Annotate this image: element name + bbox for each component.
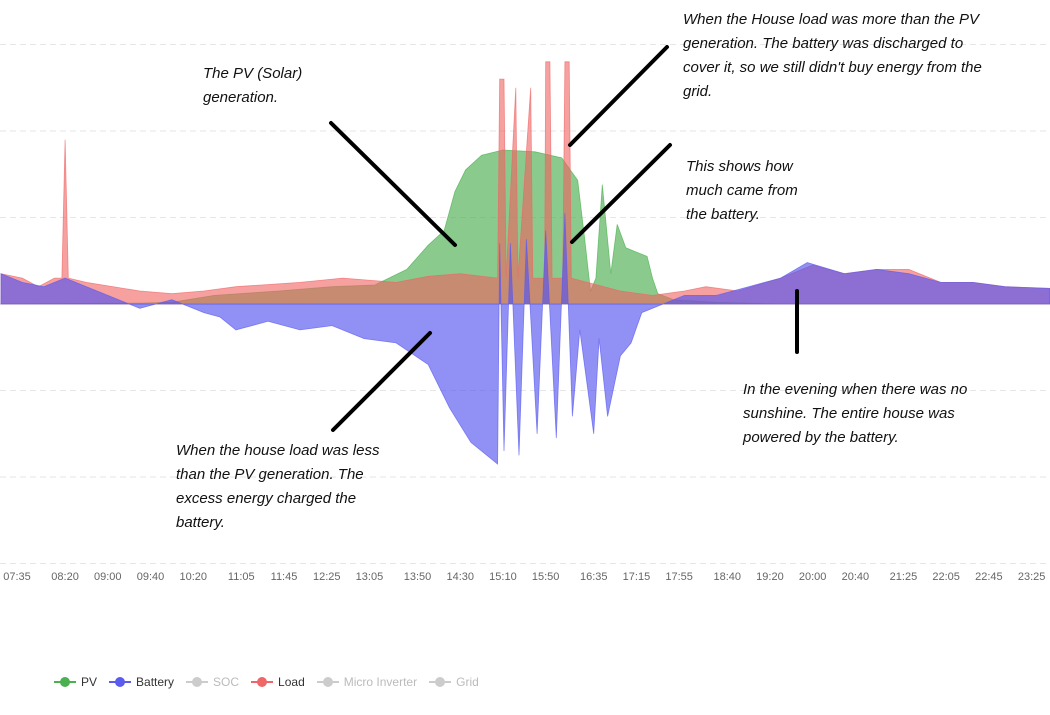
x-tick-label: 23:25 [1018,571,1046,583]
legend-grid-label: Grid [456,675,479,689]
legend-grid[interactable]: Grid [429,675,479,689]
x-tick-label: 13:50 [404,571,432,583]
x-tick-label: 12:25 [313,571,341,583]
legend-pv-icon [54,675,76,689]
x-tick-label: 09:40 [137,571,165,583]
x-tick-label: 18:40 [713,571,741,583]
x-tick-label: 21:25 [890,571,918,583]
x-tick-label: 17:15 [623,571,651,583]
x-tick-label: 11:05 [228,571,255,583]
x-tick-label: 20:00 [799,571,827,583]
pointer-charge [331,331,432,432]
annotation-battery: This shows how much came from the batter… [686,158,798,223]
legend-soc[interactable]: SOC [186,675,239,689]
legend-load-label: Load [278,675,305,689]
legend-battery-icon [109,675,132,689]
annotation-discharge: When the House load was more than the PV… [683,11,982,100]
x-tick-label: 22:05 [932,571,960,583]
legend-battery-label: Battery [136,675,175,689]
x-tick-label: 08:20 [51,571,79,583]
pointer-pv [329,121,457,247]
series-area-battery [0,213,1050,465]
legend-micro-inverter-label: Micro Inverter [343,675,418,689]
legend-grid-icon [429,675,452,689]
annotation-charge: When the house load was less than the PV… [176,442,380,531]
legend-battery[interactable]: Battery [109,675,174,689]
pointer-discharge [568,45,669,147]
x-tick-label: 15:10 [489,571,517,583]
x-tick-label: 09:00 [94,571,122,583]
pointer-battery [570,143,672,244]
legend-micro-inverter-icon [316,675,339,689]
legend-load-icon [251,675,274,689]
x-tick-label: 13:05 [356,571,384,583]
legend-pv[interactable]: PV [54,675,97,689]
legend-load[interactable]: Load [251,675,305,689]
x-tick-label: 15:50 [532,571,560,583]
x-tick-label: 16:35 [580,571,608,583]
legend-pv-label: PV [81,675,98,689]
series-areas [0,61,1050,465]
x-tick-label: 22:45 [975,571,1003,583]
x-tick-label: 07:35 [3,571,31,583]
legend-soc-label: SOC [213,675,240,689]
x-tick-label: 17:55 [665,571,693,583]
legend-soc-icon [186,675,209,689]
x-tick-label: 14:30 [446,571,474,583]
x-axis-ticks: 07:35 08:20 09:00 09:40 10:20 11:05 11:45 12:25… [3,571,1045,583]
annotation-pointers [329,45,799,432]
x-tick-label: 10:20 [179,571,207,583]
legend-micro-inverter[interactable]: Micro Inverter [316,675,418,689]
legend: PV Battery SOC Load Micro Inverter Grid [54,675,479,689]
annotation-evening: In the evening when there was no sunshin… [743,381,968,446]
x-tick-label: 20:40 [842,571,870,583]
x-tick-label: 19:20 [756,571,784,583]
annotation-pv: The PV (Solar) generation. [203,65,303,106]
x-tick-label: 11:45 [271,571,298,583]
